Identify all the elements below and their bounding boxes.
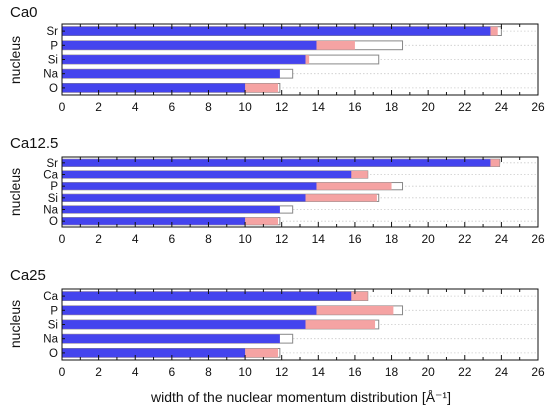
x-tick-label: 20: [421, 232, 435, 246]
x-tick-label: 2: [95, 232, 102, 246]
category-label: Ca: [43, 291, 58, 303]
x-tick-label: 14: [312, 365, 326, 379]
category-label: Sr: [47, 26, 59, 38]
x-tick-label: 8: [205, 232, 212, 246]
x-tick-label: 4: [132, 232, 139, 246]
x-tick-label: 26: [531, 232, 545, 246]
bar-ca-series-0: [62, 291, 352, 301]
x-tick-label: 16: [348, 100, 362, 114]
category-label: O: [49, 216, 58, 228]
bar-p-series-0: [62, 40, 317, 50]
x-tick-label: 6: [169, 100, 176, 114]
x-tick-label: 18: [385, 232, 399, 246]
x-tick-label: 20: [421, 365, 435, 379]
x-axis-label: width of the nuclear momentum distributi…: [150, 389, 451, 405]
bar-sr-series-0: [62, 26, 491, 36]
category-label: Na: [43, 205, 58, 217]
x-tick-label: 10: [238, 232, 252, 246]
category-label: Si: [48, 55, 58, 67]
x-tick-label: 0: [59, 365, 66, 379]
bar-ca-series-0: [62, 170, 352, 179]
x-tick-label: 0: [59, 232, 66, 246]
x-tick-label: 12: [275, 100, 289, 114]
x-tick-label: 22: [458, 100, 472, 114]
x-tick-label: 26: [531, 100, 545, 114]
x-tick-label: 16: [348, 365, 362, 379]
category-label: Si: [48, 193, 58, 205]
panel-title: Ca0: [10, 4, 38, 21]
x-tick-label: 20: [421, 100, 435, 114]
bar-si-series-0: [62, 194, 306, 202]
x-tick-label: 12: [275, 232, 289, 246]
category-label: P: [50, 181, 58, 193]
x-tick-label: 8: [205, 365, 212, 379]
category-label: Ca: [43, 170, 58, 182]
x-tick-label: 16: [348, 232, 362, 246]
x-tick-label: 12: [275, 365, 289, 379]
x-tick-label: 6: [169, 365, 176, 379]
x-tick-label: 2: [95, 365, 102, 379]
bar-o-series-0: [62, 348, 246, 358]
x-tick-label: 18: [385, 365, 399, 379]
x-tick-label: 4: [132, 365, 139, 379]
x-tick-label: 22: [458, 232, 472, 246]
y-axis-label: nucleus: [7, 300, 23, 348]
category-label: Si: [48, 320, 58, 332]
category-label: P: [50, 305, 58, 317]
category-label: Na: [43, 334, 58, 346]
bar-na-series-0: [62, 334, 280, 344]
panel-title: Ca25: [10, 267, 46, 284]
category-label: O: [49, 348, 58, 360]
x-tick-label: 10: [238, 365, 252, 379]
x-tick-label: 8: [205, 100, 212, 114]
y-axis-label: nucleus: [7, 36, 23, 84]
x-tick-label: 26: [531, 365, 545, 379]
bar-si-series-0: [62, 320, 306, 329]
bar-p-series-0: [62, 305, 317, 315]
x-tick-label: 24: [495, 365, 509, 379]
category-label: P: [50, 40, 58, 52]
bar-o-series-0: [62, 217, 246, 225]
bar-si-series-0: [62, 55, 306, 64]
category-label: Sr: [47, 158, 59, 170]
x-tick-label: 10: [238, 100, 252, 114]
bar-na-series-0: [62, 69, 280, 79]
x-tick-label: 14: [312, 100, 326, 114]
x-tick-label: 24: [495, 232, 509, 246]
x-tick-label: 18: [385, 100, 399, 114]
x-tick-label: 22: [458, 365, 472, 379]
bar-o-series-0: [62, 83, 246, 93]
x-tick-label: 6: [169, 232, 176, 246]
x-tick-label: 14: [312, 232, 326, 246]
panel-title: Ca12.5: [10, 135, 58, 152]
x-tick-label: 0: [59, 100, 66, 114]
bar-p-series-0: [62, 182, 317, 190]
y-axis-label: nucleus: [7, 168, 23, 216]
category-label: Na: [43, 69, 58, 81]
plot-frame: [61, 156, 539, 228]
bar-na-series-0: [62, 205, 280, 214]
x-tick-label: 24: [495, 100, 509, 114]
bar-sr-series-0: [62, 159, 491, 167]
x-tick-label: 4: [132, 100, 139, 114]
x-tick-label: 2: [95, 100, 102, 114]
category-label: O: [49, 83, 58, 95]
